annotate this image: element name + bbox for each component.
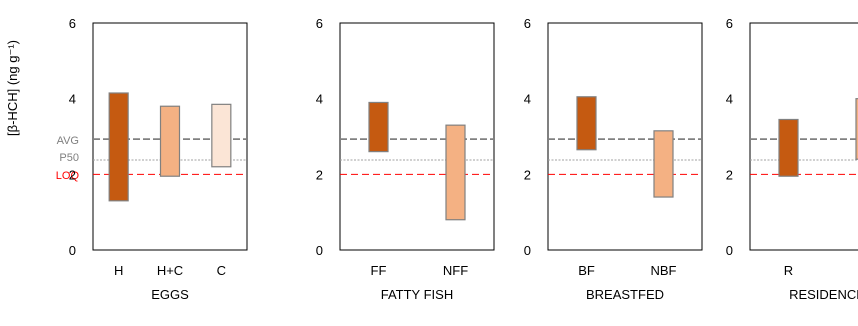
p50-label: P50 bbox=[59, 152, 79, 164]
breastfed-plot-frame bbox=[547, 22, 703, 251]
avg-label: AVG bbox=[57, 135, 79, 147]
y-axis-label: [β-HCH] (ng g⁻¹) bbox=[5, 40, 20, 136]
fatty-fish-panel-title: FATTY FISH bbox=[381, 287, 453, 302]
fatty-fish-category-label: FF bbox=[371, 263, 387, 278]
breastfed-y-tick-label: 4 bbox=[524, 92, 531, 107]
eggs-y-tick-label: 2 bbox=[69, 167, 76, 182]
fatty-fish-y-tick-label: 6 bbox=[316, 16, 323, 31]
breastfed-y-tick-label: 6 bbox=[524, 16, 531, 31]
residence-range-bar-r bbox=[778, 118, 799, 177]
residence-plot-frame bbox=[749, 22, 858, 251]
breastfed-y-tick-label: 2 bbox=[524, 167, 531, 182]
eggs-y-tick-label: 4 bbox=[69, 92, 76, 107]
residence-panel-title: RESIDENCE bbox=[789, 287, 858, 302]
loq-label: LOQ bbox=[56, 170, 80, 182]
breastfed-category-label: NBF bbox=[651, 263, 677, 278]
eggs-y-tick-label: 6 bbox=[69, 16, 76, 31]
residence-y-tick-label: 4 bbox=[726, 92, 733, 107]
chart-panels: 0 2 4 6 H H+C C EGGS 0 2 4 6 FF NFF FATTY FISH 0 2 4 6 BF NB… bbox=[69, 16, 858, 302]
residence-y-tick-label: 2 bbox=[726, 167, 733, 182]
breastfed-category-label: BF bbox=[578, 263, 595, 278]
fatty-fish-plot-frame bbox=[339, 22, 495, 251]
breastfed-panel-title: BREASTFED bbox=[586, 287, 664, 302]
eggs-range-bar-c bbox=[211, 103, 232, 168]
eggs-range-bar-h bbox=[108, 92, 129, 202]
fatty-fish-y-tick-label: 2 bbox=[316, 167, 323, 182]
residence-y-tick-label: 0 bbox=[726, 243, 733, 258]
fatty-fish-range-bar-nff bbox=[445, 124, 466, 221]
residence-range-bar-u bbox=[855, 98, 858, 160]
eggs-category-label: H+C bbox=[157, 263, 183, 278]
fatty-fish-category-label: NFF bbox=[443, 263, 468, 278]
breastfed-range-bar-bf bbox=[576, 96, 597, 151]
eggs-y-tick-label: 0 bbox=[69, 243, 76, 258]
residence-y-tick-label: 6 bbox=[726, 16, 733, 31]
eggs-category-label: H bbox=[114, 263, 123, 278]
eggs-panel-title: EGGS bbox=[151, 287, 189, 302]
eggs-plot-frame bbox=[92, 22, 248, 251]
eggs-range-bar-h-c bbox=[159, 105, 181, 177]
eggs-category-label: C bbox=[217, 263, 226, 278]
fatty-fish-y-tick-label: 0 bbox=[316, 243, 323, 258]
residence-category-label: R bbox=[784, 263, 793, 278]
breastfed-y-tick-label: 0 bbox=[524, 243, 531, 258]
breastfed-range-bar-nbf bbox=[653, 130, 674, 198]
fatty-fish-y-tick-label: 4 bbox=[316, 92, 323, 107]
fatty-fish-range-bar-ff bbox=[368, 101, 389, 153]
